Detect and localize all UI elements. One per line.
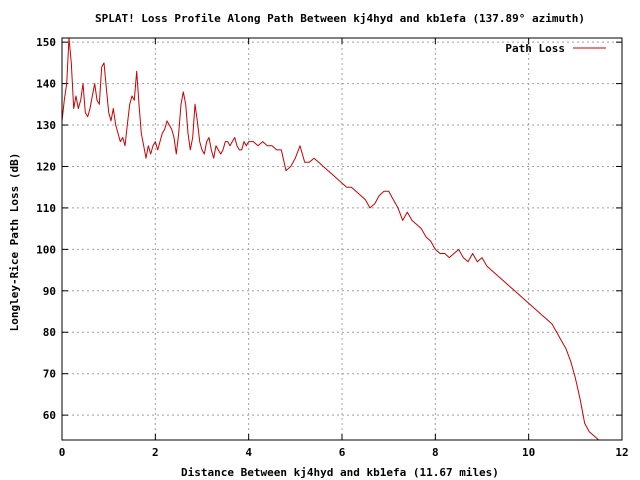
- legend: Path Loss: [505, 42, 606, 55]
- series-layer: [61, 37, 603, 441]
- series-line-path-loss: [61, 37, 603, 441]
- x-tick-label: 12: [615, 446, 628, 459]
- x-tick-label: 2: [152, 446, 159, 459]
- x-tick-label: 6: [339, 446, 346, 459]
- y-tick-label: 120: [36, 160, 56, 173]
- x-axis-label: Distance Between kj4hyd and kb1efa (11.6…: [181, 466, 499, 479]
- y-tick-label: 150: [36, 36, 56, 49]
- y-tick-label: 110: [36, 202, 56, 215]
- y-tick-label: 90: [43, 285, 56, 298]
- y-tick-label: 130: [36, 119, 56, 132]
- x-tick-label: 4: [245, 446, 252, 459]
- x-tick-label: 8: [432, 446, 439, 459]
- y-axis-label: Longley-Rice Path Loss (dB): [8, 153, 21, 332]
- y-tick-label: 80: [43, 326, 56, 339]
- chart-title: SPLAT! Loss Profile Along Path Between k…: [95, 12, 585, 25]
- y-tick-label: 60: [43, 409, 56, 422]
- x-tick-label: 0: [59, 446, 66, 459]
- y-tick-label: 140: [36, 78, 56, 91]
- y-tick-label: 70: [43, 368, 56, 381]
- y-tick-label: 100: [36, 243, 56, 256]
- x-tick-label: 10: [522, 446, 535, 459]
- plot-frame: [61, 37, 623, 441]
- legend-label-path-loss: Path Loss: [505, 42, 565, 55]
